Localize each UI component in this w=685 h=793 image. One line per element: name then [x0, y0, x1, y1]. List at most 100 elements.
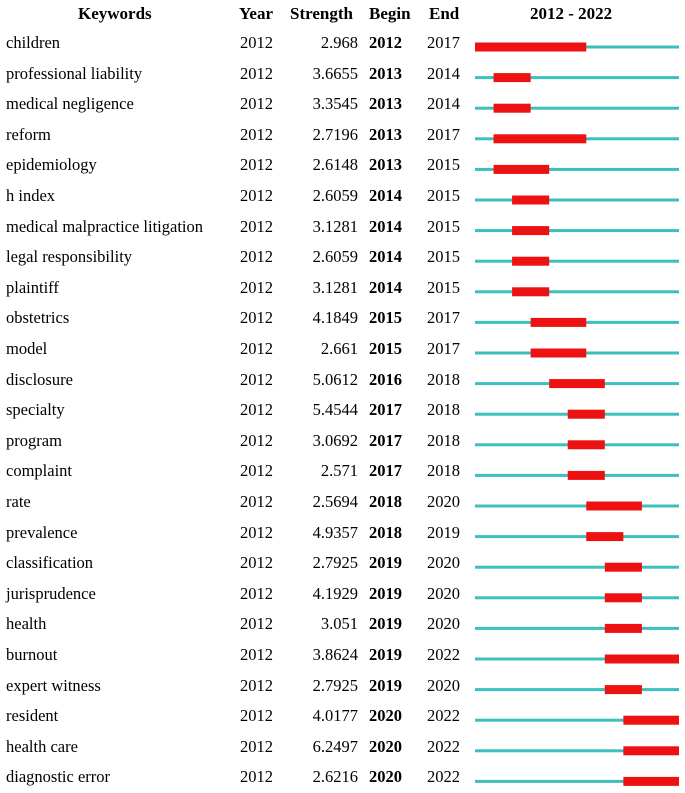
cell-strength: 2.6059: [312, 186, 358, 205]
cell-end: 2020: [427, 675, 460, 695]
cell-begin: 2017: [369, 430, 402, 450]
burst-bar: [604, 562, 642, 572]
header-end: End: [429, 4, 460, 23]
cell-keyword: prevalence: [6, 522, 78, 542]
cell-begin: 2020: [369, 706, 402, 726]
cell-begin: 2019: [369, 614, 402, 634]
cell-begin: 2016: [369, 369, 402, 389]
cell-end: 2017: [427, 339, 460, 358]
cell-year: 2012: [240, 522, 273, 542]
burst-bar: [493, 103, 531, 113]
cell-end: 2015: [427, 186, 460, 205]
cell-strength: 2.5694: [312, 492, 358, 511]
header-begin: Begin: [369, 4, 411, 23]
timeline-baseline: [475, 657, 679, 661]
cell-year: 2012: [240, 583, 273, 603]
cell-end: 2018: [427, 369, 460, 389]
cell-keyword: expert witness: [6, 675, 101, 695]
timeline-baseline: [475, 290, 679, 294]
table-row: program 2012 3.0692 2017 2018: [0, 426, 685, 457]
burst-bar: [586, 501, 642, 511]
timeline-baseline: [475, 106, 679, 110]
burst-bar: [623, 715, 679, 725]
cell-keyword: model: [6, 339, 48, 358]
burst-bar: [604, 654, 679, 664]
burst-bar: [512, 195, 550, 205]
cell-strength: 2.7925: [312, 675, 358, 695]
cell-strength: 3.1281: [312, 277, 358, 297]
cell-begin: 2017: [369, 461, 402, 481]
cell-keyword: diagnostic error: [6, 767, 111, 787]
table-row: prevalence 2012 4.9357 2018 2019: [0, 518, 685, 549]
cell-keyword: plaintiff: [6, 277, 59, 297]
cell-keyword: resident: [6, 706, 59, 726]
cell-begin: 2019: [369, 675, 402, 695]
table-row: medical negligence 2012 3.3545 2013 2014: [0, 89, 685, 120]
cell-year: 2012: [240, 247, 273, 267]
cell-year: 2012: [240, 124, 273, 144]
burst-bar: [586, 532, 624, 542]
cell-strength: 5.0612: [312, 369, 358, 389]
cell-year: 2012: [240, 461, 273, 481]
burst-bar: [512, 256, 550, 266]
cell-keyword: medical malpractice litigation: [6, 216, 204, 236]
cell-keyword: jurisprudence: [6, 583, 96, 603]
cell-year: 2012: [240, 277, 273, 297]
burst-bar: [530, 317, 587, 327]
cell-end: 2015: [427, 247, 460, 267]
cell-end: 2020: [427, 553, 460, 573]
table-row: obstetrics 2012 4.1849 2015 2017: [0, 303, 685, 334]
table-row: epidemiology 2012 2.6148 2013 2015: [0, 150, 685, 181]
cell-strength: 3.1281: [312, 216, 358, 236]
cell-strength: 2.6059: [312, 247, 358, 267]
cell-strength: 4.9357: [312, 522, 358, 542]
cell-end: 2017: [427, 124, 460, 144]
cell-year: 2012: [240, 645, 273, 664]
cell-strength: 4.1849: [312, 308, 358, 328]
cell-strength: 3.3545: [312, 94, 358, 114]
table-row: model 2012 2.661 2015 2017: [0, 334, 685, 365]
cell-end: 2018: [427, 461, 460, 481]
cell-strength: 5.4544: [312, 400, 358, 420]
cell-end: 2019: [427, 522, 460, 542]
cell-keyword: epidemiology: [6, 155, 97, 175]
table-row: expert witness 2012 2.7925 2019 2020: [0, 671, 685, 702]
cell-begin: 2013: [369, 94, 402, 114]
cell-begin: 2015: [369, 339, 402, 358]
cell-year: 2012: [240, 63, 273, 83]
cell-year: 2012: [240, 308, 273, 328]
cell-strength: 2.6216: [312, 767, 358, 787]
burst-bar: [604, 623, 642, 633]
burst-bar: [567, 470, 605, 480]
timeline-baseline: [475, 167, 679, 171]
header-year: Year: [239, 4, 273, 23]
cell-begin: 2017: [369, 400, 402, 420]
cell-begin: 2013: [369, 63, 402, 83]
cell-strength: 3.051: [320, 614, 358, 634]
cell-year: 2012: [240, 614, 273, 634]
cell-end: 2015: [427, 155, 460, 175]
cell-begin: 2020: [369, 767, 402, 787]
burst-bar: [623, 746, 679, 756]
cell-keyword: h index: [6, 186, 56, 205]
table-row: jurisprudence 2012 4.1929 2019 2020: [0, 579, 685, 610]
cell-begin: 2012: [369, 33, 402, 52]
burst-bar: [567, 409, 605, 419]
timeline-baseline: [475, 749, 679, 753]
cell-strength: 6.2497: [312, 736, 358, 756]
cell-year: 2012: [240, 767, 273, 787]
table-row: health 2012 3.051 2019 2020: [0, 609, 685, 640]
table-row: reform 2012 2.7196 2013 2017: [0, 120, 685, 151]
table-row: resident 2012 4.0177 2020 2022: [0, 701, 685, 732]
burst-bar: [475, 42, 587, 52]
cell-end: 2022: [427, 767, 460, 787]
cell-strength: 2.7196: [312, 124, 358, 144]
cell-strength: 4.1929: [312, 583, 358, 603]
cell-strength: 3.6655: [312, 63, 358, 83]
cell-keyword: reform: [6, 124, 51, 144]
table-row: specialty 2012 5.4544 2017 2018: [0, 395, 685, 426]
burst-bar: [493, 134, 587, 144]
table-row: burnout 2012 3.8624 2019 2022: [0, 640, 685, 671]
cell-end: 2020: [427, 583, 460, 603]
